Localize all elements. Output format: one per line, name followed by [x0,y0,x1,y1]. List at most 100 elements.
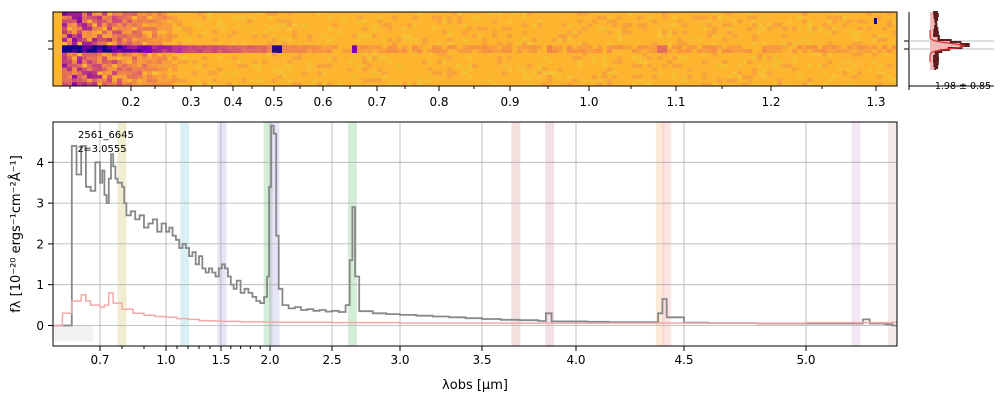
heatmap-cell [847,49,853,53]
heatmap-cell [237,60,243,65]
heatmap-cell [792,49,798,53]
heatmap-cell [612,45,618,50]
heatmap-cell [267,52,273,57]
heatmap-cell [357,15,363,20]
heatmap-cell [72,82,78,86]
heatmap-cell [867,67,873,72]
heatmap-cell [237,63,243,68]
heatmap-cell [257,49,263,53]
heatmap-cell [147,12,153,16]
heatmap-cell [582,41,588,46]
heatmap-cell [122,34,128,39]
heatmap-cell [62,37,68,42]
heatmap-cell [337,30,343,35]
heatmap-cell [847,30,853,35]
heatmap-cell [147,56,153,61]
heatmap-cell [772,49,778,53]
heatmap-cell [417,82,423,86]
heatmap-cell [67,37,73,42]
heatmap-cell [507,41,513,46]
heatmap-cell [767,71,773,76]
heatmap-cell [207,12,213,16]
heatmap-cell [82,78,88,83]
heatmap-cell [842,49,848,53]
heatmap-cell [397,49,403,53]
heatmap-cell [712,12,718,16]
heatmap-cell [582,45,588,50]
spectrum-2d-xtick-label: 0.7 [367,95,386,109]
heatmap-cell [307,37,313,42]
heatmap-cell [77,45,83,50]
heatmap-cell [102,30,108,35]
heatmap-cell [582,49,588,53]
heatmap-cell [262,60,268,65]
heatmap-cell [877,74,883,79]
heatmap-cell [77,56,83,61]
heatmap-cell [87,49,93,53]
heatmap-cell [87,63,93,68]
heatmap-cell [167,34,173,39]
heatmap-cell [402,49,408,53]
heatmap-cell [492,82,498,86]
heatmap-cell [67,74,73,79]
heatmap-cell [72,67,78,72]
heatmap-cell [182,78,188,83]
heatmap-cell [467,74,473,79]
heatmap-cell [827,30,833,35]
heatmap-cell [117,63,123,68]
heatmap-cell [72,56,78,61]
heatmap-cell [227,60,233,65]
heatmap-cell [82,15,88,20]
heatmap-cell [137,30,143,35]
heatmap-cell [287,19,293,24]
heatmap-cell [252,60,258,65]
heatmap-cell [112,23,118,28]
heatmap-cell [227,49,233,53]
heatmap-cell [357,49,363,53]
heatmap-cell [147,26,153,31]
heatmap-cell [797,45,803,50]
heatmap-cell [717,45,723,50]
heatmap-cell [67,67,73,72]
heatmap-cell [462,37,468,42]
heatmap-cell [412,23,418,28]
heatmap-cell [127,67,133,72]
baseline-shade [53,325,93,342]
emission-line-band [655,122,665,346]
heatmap-cell [217,19,223,24]
heatmap-cell [462,71,468,76]
heatmap-cell [797,41,803,46]
heatmap-cell [82,26,88,31]
heatmap-cell [727,45,733,50]
heatmap-cell [792,41,798,46]
heatmap-cell [142,56,148,61]
heatmap-cell [837,15,843,20]
heatmap-cell [617,56,623,61]
heatmap-cell [712,49,718,53]
heatmap-cell [447,37,453,42]
heatmap-cell [874,18,877,24]
heatmap-cell [167,45,173,50]
heatmap-cell [437,41,443,46]
heatmap-cell [137,63,143,68]
heatmap-cell [762,74,768,79]
heatmap-cell [877,71,883,76]
heatmap-cell [182,26,188,31]
heatmap-cell [187,45,193,50]
heatmap-cell [822,71,828,76]
profile-curve [933,11,970,70]
heatmap-cell [297,52,303,57]
emission-line-band [511,122,521,346]
heatmap-cell [702,52,708,57]
heatmap-cell [292,45,298,50]
heatmap-cell [747,15,753,20]
heatmap-cell [197,63,203,68]
heatmap-cell [817,49,823,53]
heatmap-cell [852,52,858,57]
heatmap-cell [637,49,643,53]
heatmap-cell [447,71,453,76]
heatmap-cell [317,49,323,53]
heatmap-cell [197,82,203,86]
heatmap-cell [77,74,83,79]
heatmap-cell [557,37,563,42]
